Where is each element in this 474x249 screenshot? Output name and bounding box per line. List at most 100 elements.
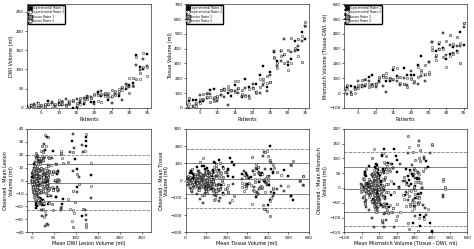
Point <box>204 174 212 178</box>
Point <box>211 188 219 192</box>
Point <box>34 169 41 173</box>
Point <box>30 175 38 179</box>
Point <box>194 169 202 173</box>
Point <box>368 73 376 77</box>
Point <box>368 199 376 203</box>
Point <box>62 103 70 107</box>
Point <box>420 157 428 161</box>
Point <box>414 170 421 174</box>
Point <box>368 185 376 189</box>
Point <box>29 185 36 189</box>
Point <box>250 168 257 172</box>
Point <box>209 178 217 182</box>
Point <box>33 184 40 188</box>
Point <box>375 184 383 188</box>
Point <box>45 182 52 186</box>
Point <box>80 96 87 100</box>
Point <box>186 186 194 190</box>
Point <box>29 172 36 176</box>
Point <box>207 186 215 189</box>
Point <box>35 190 42 194</box>
Point <box>228 88 235 92</box>
Point <box>82 144 90 148</box>
Point <box>202 172 210 176</box>
Point <box>380 178 388 182</box>
Point <box>241 184 248 188</box>
Point <box>28 183 36 187</box>
Point <box>42 183 50 187</box>
Point <box>41 106 49 110</box>
Point <box>248 202 255 206</box>
Point <box>375 176 383 180</box>
Point <box>45 155 52 159</box>
Point <box>375 185 383 189</box>
Point <box>187 188 195 192</box>
Point <box>229 182 237 186</box>
Point <box>428 40 436 44</box>
Point <box>371 193 378 197</box>
Point <box>66 99 73 103</box>
Point <box>30 178 38 182</box>
Point <box>199 183 207 187</box>
Point <box>214 183 222 187</box>
Point <box>366 183 374 187</box>
Point <box>439 194 447 198</box>
Point <box>37 201 45 205</box>
Point <box>31 193 38 197</box>
Point <box>55 102 63 106</box>
Point <box>199 183 207 187</box>
Point <box>278 185 285 188</box>
Point <box>415 172 422 176</box>
Point <box>35 168 42 172</box>
Point <box>362 182 370 186</box>
Point <box>400 197 408 201</box>
Point <box>195 177 203 181</box>
Point <box>29 186 36 190</box>
Point <box>40 142 48 146</box>
Point <box>383 164 391 168</box>
Point <box>435 47 443 51</box>
Point <box>189 167 196 171</box>
Point <box>296 179 304 183</box>
Point <box>372 199 380 203</box>
Point <box>210 160 218 164</box>
Point <box>108 101 116 105</box>
Point <box>416 159 424 163</box>
Point <box>40 215 48 219</box>
Point <box>91 100 98 104</box>
Point <box>45 103 52 107</box>
Point <box>200 184 207 188</box>
Y-axis label: Mismatch Volume (Tissue-DWI, ml): Mismatch Volume (Tissue-DWI, ml) <box>323 13 328 99</box>
Point <box>30 172 38 176</box>
Point <box>39 149 46 153</box>
Point <box>36 200 44 204</box>
Point <box>374 179 381 183</box>
Point <box>385 205 393 209</box>
Point <box>291 49 299 53</box>
Point <box>382 167 390 171</box>
Point <box>367 188 374 192</box>
Point <box>62 97 70 101</box>
Point <box>220 88 228 92</box>
Point <box>49 149 57 153</box>
Point <box>31 165 39 169</box>
Point <box>374 191 382 195</box>
Point <box>31 172 38 176</box>
Point <box>183 176 191 180</box>
Point <box>220 95 228 99</box>
Point <box>108 95 116 99</box>
Point <box>267 167 275 171</box>
Point <box>251 172 258 176</box>
Point <box>209 169 217 173</box>
Point <box>425 60 432 64</box>
Point <box>192 181 200 185</box>
Point <box>270 186 277 190</box>
Point <box>39 158 47 162</box>
Point <box>41 103 49 107</box>
Point <box>80 99 87 103</box>
Point <box>256 73 264 77</box>
Point <box>62 103 70 107</box>
Point <box>373 165 380 169</box>
Point <box>36 162 44 166</box>
Point <box>210 179 217 183</box>
